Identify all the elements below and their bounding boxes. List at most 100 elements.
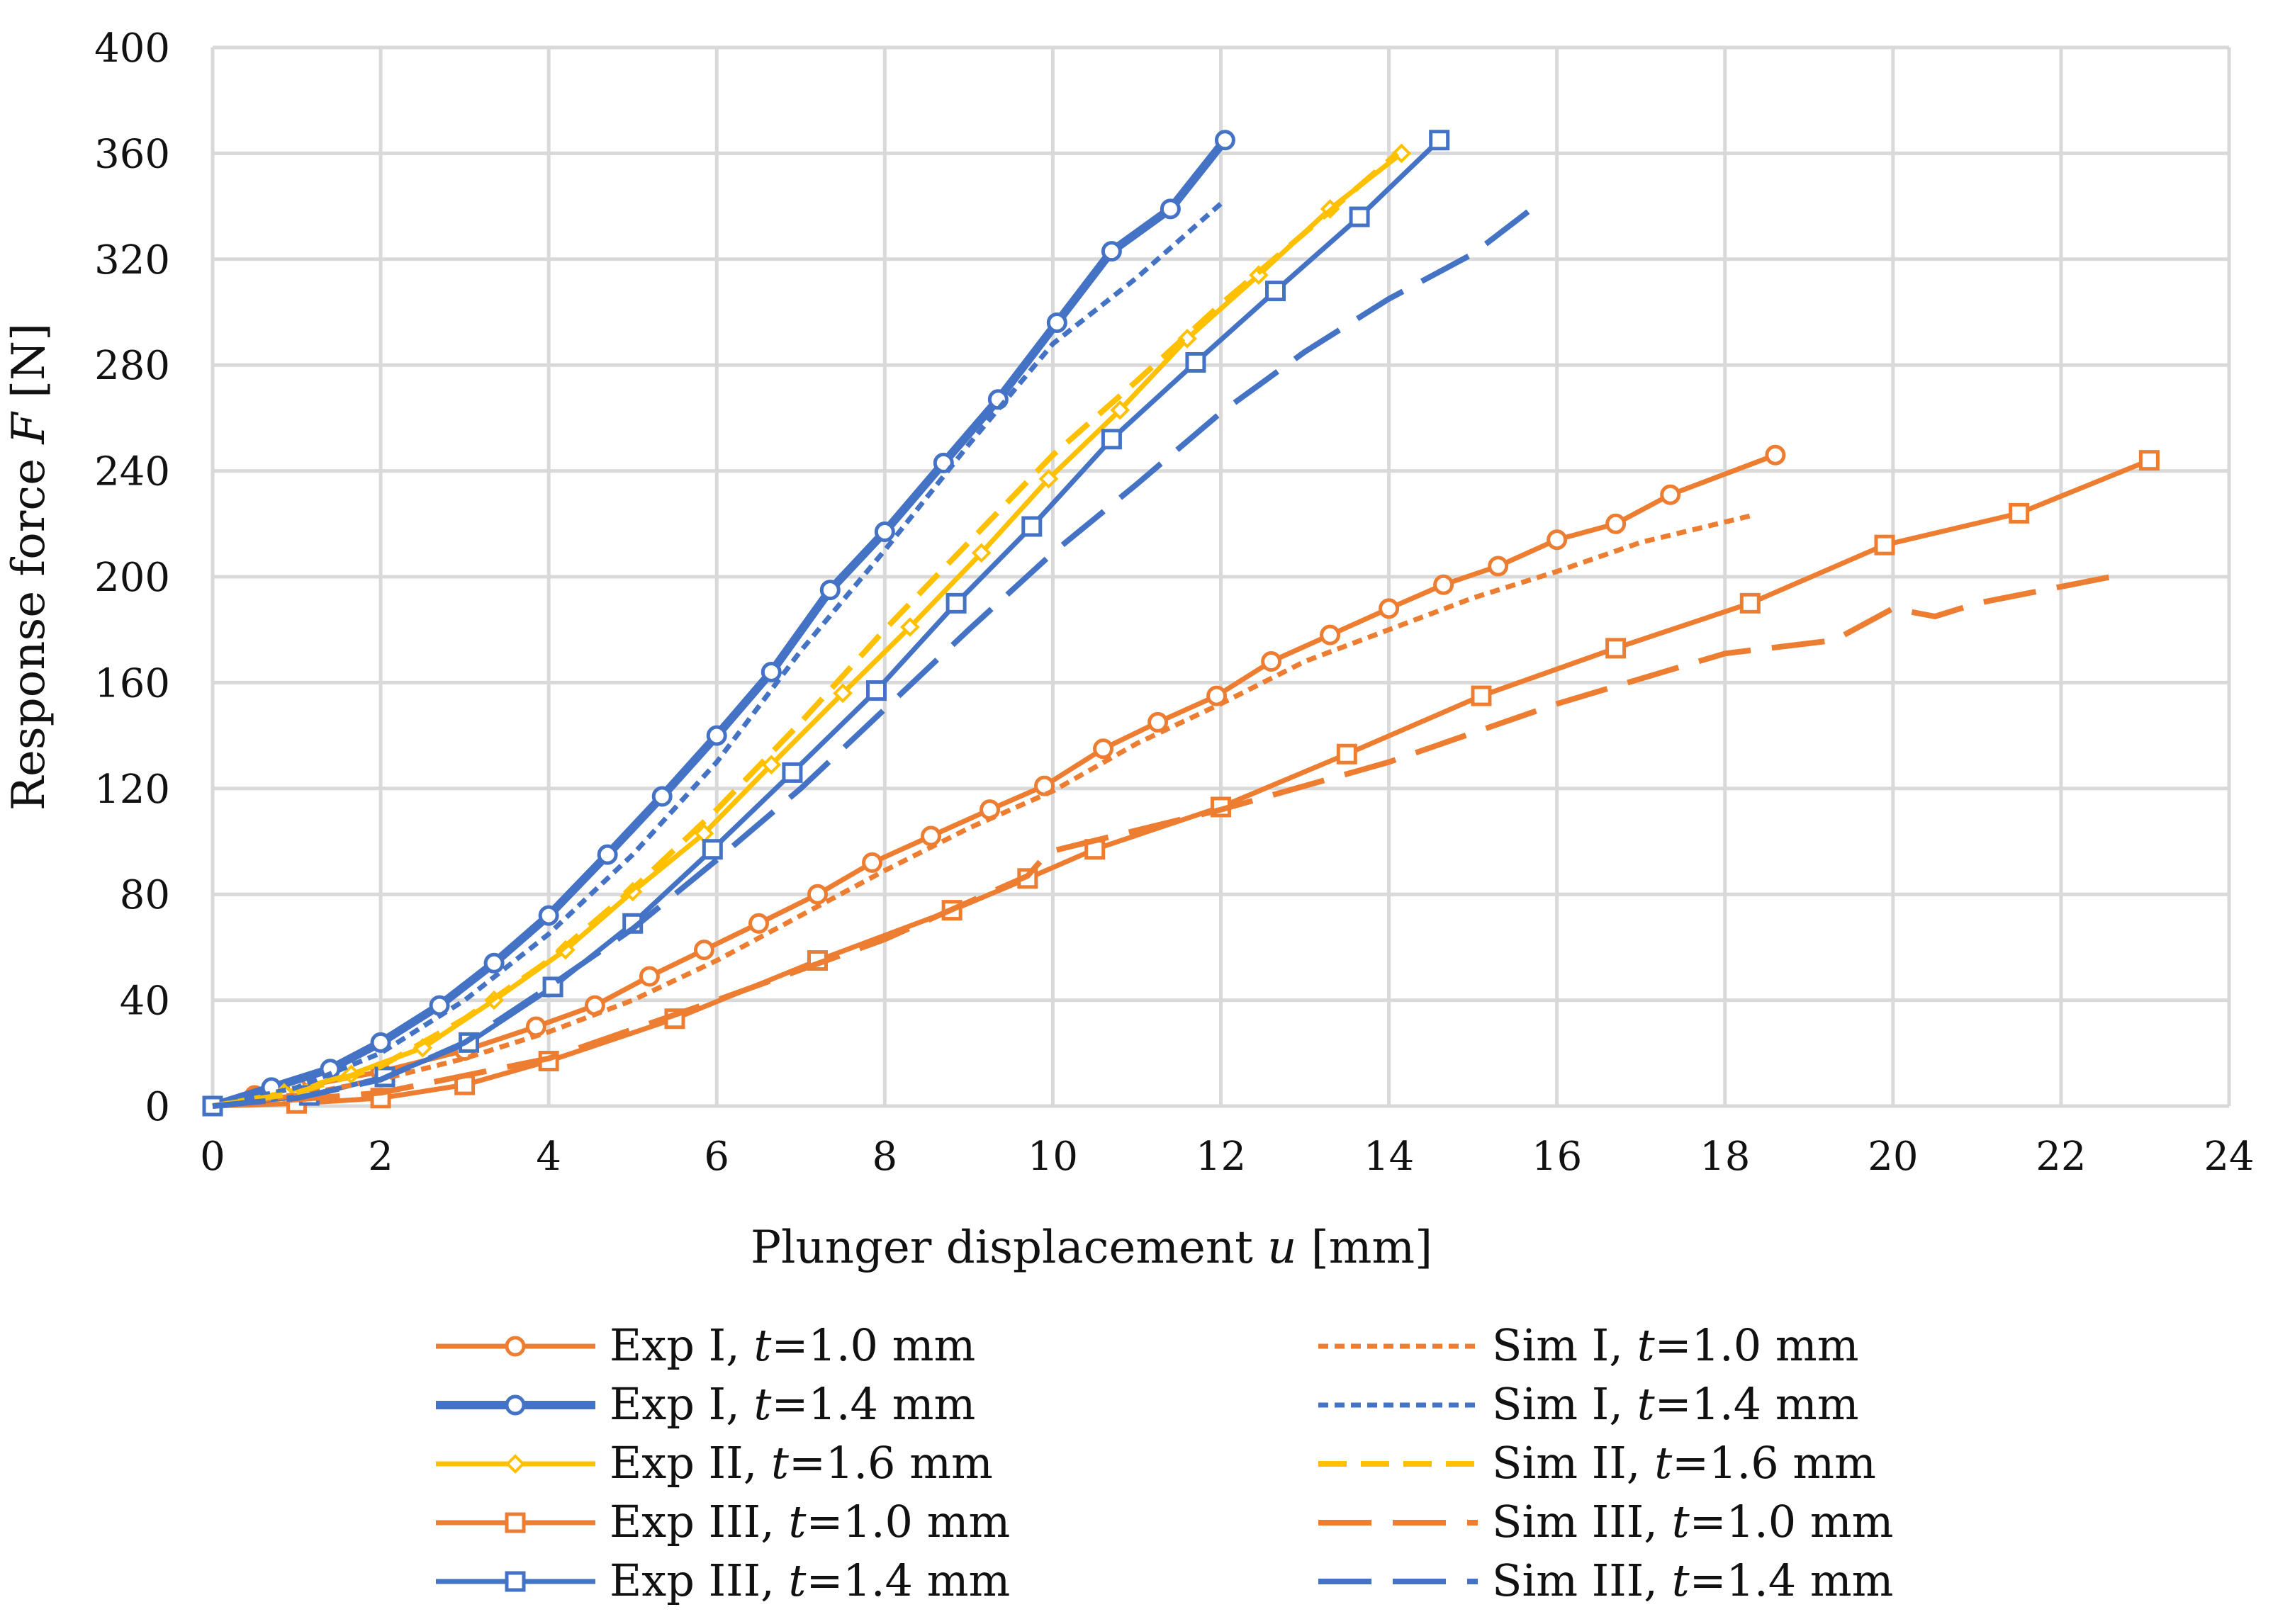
data-point <box>1206 685 1228 706</box>
data-point <box>980 799 1001 821</box>
series-line <box>212 151 1403 1109</box>
data-point <box>1547 529 1568 551</box>
legend-item: Exp I, t=1.0 mm <box>436 1319 975 1371</box>
data-point <box>1093 738 1114 760</box>
data-point <box>1320 624 1341 645</box>
series-5 <box>202 130 1450 1117</box>
series-4 <box>202 450 2160 1117</box>
data-point <box>1605 513 1627 534</box>
y-tick-label: 120 <box>94 767 170 813</box>
legend-label: Exp I, t=1.0 mm <box>610 1319 975 1371</box>
data-point <box>1739 592 1761 614</box>
legend-marker <box>505 1512 526 1533</box>
y-tick-label: 240 <box>94 449 170 495</box>
legend-marker <box>505 1571 526 1592</box>
y-tick-label: 400 <box>94 26 170 72</box>
data-point <box>807 884 828 905</box>
data-point <box>1874 534 1895 556</box>
data-point <box>1147 711 1169 733</box>
data-point <box>1660 484 1681 505</box>
x-axis-label: Plunger displacement u [mm] <box>751 1222 1432 1274</box>
legend-item: Exp II, t=1.6 mm <box>436 1437 993 1489</box>
data-point <box>651 786 673 807</box>
data-point <box>1177 329 1197 349</box>
legend-label: Exp III, t=1.0 mm <box>610 1496 1010 1547</box>
data-point <box>1185 351 1206 373</box>
y-tick-label: 280 <box>94 343 170 389</box>
data-point <box>761 755 782 775</box>
y-tick-label: 40 <box>120 979 170 1025</box>
legend-item: Exp I, t=1.4 mm <box>436 1378 975 1430</box>
data-point <box>2138 450 2160 471</box>
data-point <box>862 852 883 873</box>
data-point <box>706 725 727 746</box>
data-point <box>819 580 841 601</box>
x-tick-label: 10 <box>1028 1134 1078 1180</box>
grid <box>211 45 2231 1108</box>
x-tick-label: 4 <box>536 1134 561 1180</box>
legend-marker <box>505 1454 525 1474</box>
data-point <box>1379 598 1400 619</box>
x-tick-label: 12 <box>1196 1134 1246 1180</box>
x-tick-label: 20 <box>1868 1134 1918 1180</box>
data-point <box>865 680 887 701</box>
data-point <box>1021 516 1043 537</box>
data-point <box>1110 400 1130 420</box>
data-point <box>782 762 803 783</box>
y-tick-label: 320 <box>94 237 170 283</box>
data-point <box>1488 556 1509 577</box>
series-7 <box>212 201 1223 1109</box>
series-line <box>212 138 1442 1109</box>
series-line <box>212 201 1223 1109</box>
legend-marker <box>505 1336 526 1357</box>
legend: Exp I, t=1.0 mm Exp I, t=1.4 mm Exp II, t=… <box>436 1319 1893 1606</box>
data-point <box>900 617 920 637</box>
x-tick-label: 16 <box>1532 1134 1582 1180</box>
data-point <box>702 839 723 860</box>
legend-label: Sim I, t=1.0 mm <box>1492 1319 1858 1371</box>
x-tick-label: 2 <box>368 1134 393 1180</box>
data-point <box>921 825 942 847</box>
data-point <box>1038 468 1059 489</box>
legend-label: Sim III, t=1.4 mm <box>1492 1555 1893 1606</box>
data-point <box>1429 130 1450 151</box>
x-tick-label: 0 <box>200 1134 225 1180</box>
data-point <box>1471 685 1492 706</box>
data-point <box>538 905 559 926</box>
data-point <box>748 913 770 934</box>
x-axis-ticks: 0 2 4 6 8 10 12 14 16 18 20 22 24 <box>200 1134 2254 1180</box>
x-tick-label: 18 <box>1700 1134 1750 1180</box>
data-point <box>2009 502 2030 524</box>
plot-series <box>202 130 2160 1117</box>
x-tick-label: 24 <box>2204 1134 2254 1180</box>
legend-marker <box>505 1394 526 1416</box>
x-tick-label: 8 <box>872 1134 898 1180</box>
legend-label: Sim I, t=1.4 mm <box>1492 1378 1858 1430</box>
legend-label: Sim II, t=1.6 mm <box>1492 1437 1876 1489</box>
legend-label: Sim III, t=1.0 mm <box>1492 1496 1893 1547</box>
y-axis-label: Response force F [N] <box>3 323 55 811</box>
data-point <box>1160 198 1181 220</box>
data-point <box>761 661 782 682</box>
series-line <box>212 458 2150 1109</box>
legend-item: Sim I, t=1.4 mm <box>1318 1378 1858 1430</box>
data-point <box>639 966 660 987</box>
legend-label: Exp III, t=1.4 mm <box>610 1555 1010 1606</box>
legend-label: Exp II, t=1.6 mm <box>610 1437 993 1489</box>
series-line <box>212 574 2112 1109</box>
data-point <box>1214 130 1235 151</box>
legend-item: Sim I, t=1.0 mm <box>1318 1319 1858 1371</box>
y-tick-label: 360 <box>94 131 170 177</box>
data-point <box>525 1016 546 1037</box>
legend-item: Sim II, t=1.6 mm <box>1318 1437 1876 1489</box>
legend-item: Sim III, t=1.0 mm <box>1318 1496 1893 1547</box>
legend-item: Sim III, t=1.4 mm <box>1318 1555 1893 1606</box>
x-tick-label: 22 <box>2036 1134 2086 1180</box>
data-point <box>833 683 853 704</box>
data-point <box>542 976 563 998</box>
series-2 <box>202 130 1235 1117</box>
data-point <box>370 1032 391 1053</box>
legend-item: Exp III, t=1.0 mm <box>436 1496 1010 1547</box>
data-point <box>1101 429 1122 450</box>
